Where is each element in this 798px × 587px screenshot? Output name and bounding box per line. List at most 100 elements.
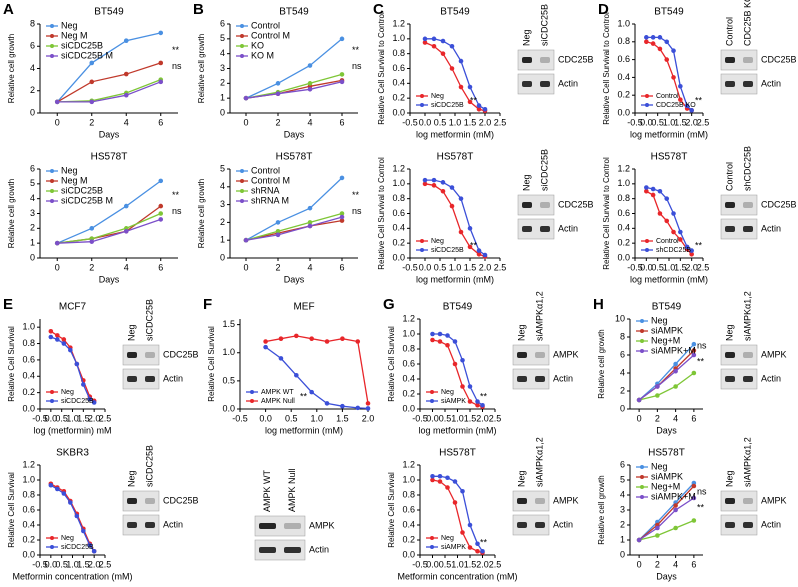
band-label: CDC25B [558,199,594,209]
x-tick-label: 0 [243,262,248,272]
significance: ** [695,240,703,250]
blot-image [517,49,555,71]
x-tick-label: 1.0 [451,413,464,423]
y-axis-label: Relative Cell Survival [387,326,396,402]
legend-label: siCDC25B [61,185,103,195]
blot-band [127,522,137,528]
data-point [467,226,473,231]
band-label: AMPK [553,495,579,505]
series-line [645,190,693,255]
x-tick-label: 1.0 [66,413,79,423]
blot-band [535,376,545,382]
x-tick-label: 0 [55,117,60,127]
x-tick-label: 2.0 [476,559,489,569]
legend-label: Neg [61,165,78,175]
series-line [57,212,162,244]
y-tick-label: 0.6 [402,358,415,368]
data-point [294,333,299,339]
data-point [452,479,458,484]
legend-label: Neg [441,389,454,396]
data-point [294,372,299,378]
x-tick-label: 2.0 [685,262,698,272]
legend-label: Control [656,93,679,100]
data-point [691,352,697,358]
lane-label: shCDC25B [742,146,752,191]
lane-label: siCDC25B [144,445,154,487]
data-point [650,35,656,40]
x-axis-label: log metformin (mM) [418,425,496,435]
data-point [673,384,678,389]
y-tick-label: 0.4 [402,373,415,383]
significance: ** [172,190,180,200]
data-point [655,393,660,398]
legend-label: CDC25B KO [656,102,696,109]
blot-band [284,547,301,553]
data-point [655,384,660,389]
blot-image [517,194,555,216]
data-point [691,348,697,353]
blot-band [743,352,753,358]
x-tick-label: 2.0 [479,262,492,272]
x-tick-label: 0.5 [55,413,68,423]
y-tick-label: 0.2 [22,534,35,544]
y-tick-label: 6 [620,349,625,359]
y-tick-label: 3 [30,208,35,218]
lane-label: CDC25B KO [742,0,752,46]
data-point [365,401,371,406]
data-point [475,399,480,404]
legend-marker [420,94,424,98]
series-line [638,497,695,541]
legend-marker [240,54,244,58]
series-line [56,62,162,103]
blot-band [517,522,527,528]
y-tick-label: 4 [30,63,35,73]
data-point [657,46,663,52]
band-label: Actin [761,373,781,383]
legend-label: siCDC25B [431,102,464,109]
y-axis-label: Relative cell growth [197,34,206,103]
legend-label: siCDC25B [61,544,94,551]
data-point [664,39,670,45]
data-point [671,229,676,235]
data-point [430,337,435,343]
data-point [307,63,313,68]
data-point [458,229,464,235]
significance: ** [470,95,478,105]
data-point [684,103,690,109]
y-tick-label: 1.0 [617,178,630,188]
x-tick-label: 0.0 [419,262,432,272]
x-tick-label: 0 [55,262,60,272]
y-tick-label: 0.4 [617,223,630,233]
legend-marker [645,94,649,98]
blot-band [145,522,155,528]
data-point [81,528,86,534]
data-point [689,108,694,113]
data-point [689,251,694,257]
data-point [422,177,428,183]
y-tick-label: 1.0 [22,322,35,332]
lane-label: siCDC25B [539,4,549,46]
x-tick-label: 1.0 [663,262,676,272]
y-tick-label: 0 [30,252,35,262]
blot-image [720,368,758,390]
y-tick-label: 6 [620,459,625,469]
x-tick-label: 2.5 [697,262,710,272]
band-label: CDC25B [163,495,199,505]
x-tick-label: 6 [158,117,163,127]
data-point [636,537,642,543]
y-tick-label: 0.6 [22,504,35,514]
y-tick-label: 0.2 [392,238,405,248]
data-point [458,58,464,64]
data-point [158,30,164,36]
lane-label: AMPK WT [262,469,272,512]
x-tick-label: 2.5 [99,413,112,423]
data-point [89,239,95,244]
chart-title: BT549 [652,302,682,313]
significance: ** [352,45,360,55]
data-point [671,211,676,216]
lane-label: Neg [516,324,526,341]
series-line [638,485,695,541]
x-tick-label: -0.5 [627,117,643,127]
data-point [482,106,488,112]
data-point [89,60,95,66]
